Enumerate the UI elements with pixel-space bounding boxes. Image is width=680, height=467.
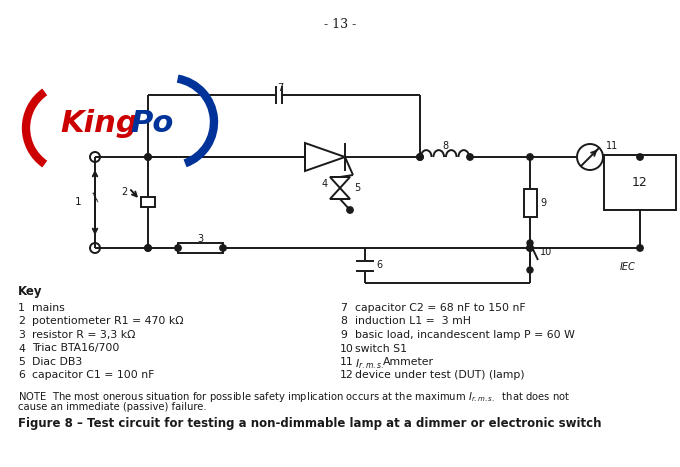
Text: potentiometer R1 = 470 kΩ: potentiometer R1 = 470 kΩ	[32, 317, 184, 326]
Text: 7: 7	[340, 303, 347, 313]
Text: 12: 12	[340, 370, 354, 381]
Text: 5: 5	[18, 357, 25, 367]
Text: 12: 12	[632, 176, 648, 189]
Text: basic load, incandescent lamp P = 60 W: basic load, incandescent lamp P = 60 W	[355, 330, 575, 340]
Text: resistor R = 3,3 kΩ: resistor R = 3,3 kΩ	[32, 330, 135, 340]
Text: switch S1: switch S1	[355, 344, 407, 354]
Text: 4: 4	[322, 179, 328, 189]
Text: /: /	[90, 191, 102, 203]
Circle shape	[527, 245, 533, 251]
Text: $I_{r.m.s.}$: $I_{r.m.s.}$	[355, 357, 384, 371]
Text: Key: Key	[18, 285, 42, 298]
Text: 3: 3	[18, 330, 25, 340]
Text: 9: 9	[340, 330, 347, 340]
Text: device under test (DUT) (lamp): device under test (DUT) (lamp)	[355, 370, 525, 381]
Text: mains: mains	[32, 303, 65, 313]
Circle shape	[527, 267, 533, 273]
Text: 11: 11	[606, 141, 618, 151]
Circle shape	[145, 154, 151, 160]
Circle shape	[145, 245, 151, 251]
Text: 6: 6	[376, 261, 382, 270]
Text: 1: 1	[74, 197, 81, 207]
Circle shape	[527, 240, 533, 246]
Text: - 13 -: - 13 -	[324, 18, 356, 31]
Bar	[604, 155, 676, 210]
Text: 8: 8	[442, 141, 448, 151]
Circle shape	[220, 245, 226, 251]
Circle shape	[175, 245, 181, 251]
Circle shape	[145, 245, 151, 251]
Circle shape	[527, 245, 533, 251]
Text: 4: 4	[18, 344, 25, 354]
Circle shape	[347, 207, 353, 213]
Text: 8: 8	[340, 317, 347, 326]
Circle shape	[466, 154, 473, 160]
Text: Figure 8 – Test circuit for testing a non-dimmable lamp at a dimmer or electroni: Figure 8 – Test circuit for testing a no…	[18, 417, 602, 430]
Text: 3: 3	[197, 234, 203, 244]
Circle shape	[636, 154, 643, 160]
Text: 2: 2	[121, 187, 127, 197]
Text: 7: 7	[277, 83, 283, 93]
Text: cause an immediate (passive) failure.: cause an immediate (passive) failure.	[18, 402, 207, 412]
Text: IEC: IEC	[619, 262, 635, 272]
Text: NOTE  The most onerous situation for possible safety implication occurs at the m: NOTE The most onerous situation for poss…	[18, 390, 571, 404]
Text: 11: 11	[340, 357, 354, 367]
Text: induction L1 =  3 mH: induction L1 = 3 mH	[355, 317, 471, 326]
Text: 10: 10	[340, 344, 354, 354]
Text: 1: 1	[18, 303, 25, 313]
Text: Diac DB3: Diac DB3	[32, 357, 82, 367]
Bar	[524, 189, 537, 217]
Circle shape	[417, 154, 423, 160]
Text: Po: Po	[130, 109, 173, 139]
Text: Triac BTA16/700: Triac BTA16/700	[32, 344, 120, 354]
Text: 10: 10	[540, 247, 552, 257]
Circle shape	[417, 154, 423, 160]
Bar	[141, 197, 155, 207]
Circle shape	[145, 154, 151, 160]
Text: 6: 6	[18, 370, 25, 381]
Text: capacitor C1 = 100 nF: capacitor C1 = 100 nF	[32, 370, 154, 381]
Text: Ammeter: Ammeter	[383, 357, 434, 367]
Text: 5: 5	[354, 183, 360, 193]
Text: King: King	[60, 109, 138, 139]
Text: 2: 2	[18, 317, 25, 326]
Circle shape	[527, 154, 533, 160]
Text: 9: 9	[541, 198, 547, 207]
Circle shape	[636, 245, 643, 251]
Text: capacitor C2 = 68 nF to 150 nF: capacitor C2 = 68 nF to 150 nF	[355, 303, 526, 313]
Bar	[178, 243, 223, 253]
